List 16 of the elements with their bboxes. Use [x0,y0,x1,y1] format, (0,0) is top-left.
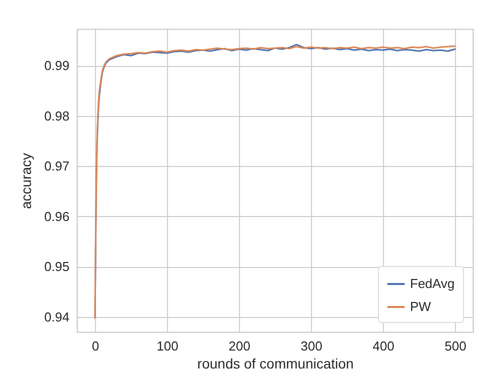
x-tick-label: 300 [300,338,322,354]
x-axis-title: rounds of communication [197,356,354,372]
y-tick-label: 0.96 [44,208,70,224]
y-axis-title: accuracy [18,152,34,210]
y-tick-label: 0.98 [44,108,70,124]
legend-label: FedAvg [410,276,455,291]
legend-label: PW [410,299,432,314]
x-tick-label: 100 [156,338,178,354]
x-tick-label: 0 [92,338,100,354]
x-tick-label: 200 [228,338,250,354]
y-tick-label: 0.94 [44,309,70,324]
y-tick-label: 0.97 [44,158,70,174]
x-tick-label: 500 [444,338,466,354]
y-tick-label: 0.99 [44,58,70,74]
y-tick-label: 0.95 [44,259,70,274]
x-tick-label: 400 [372,338,394,354]
